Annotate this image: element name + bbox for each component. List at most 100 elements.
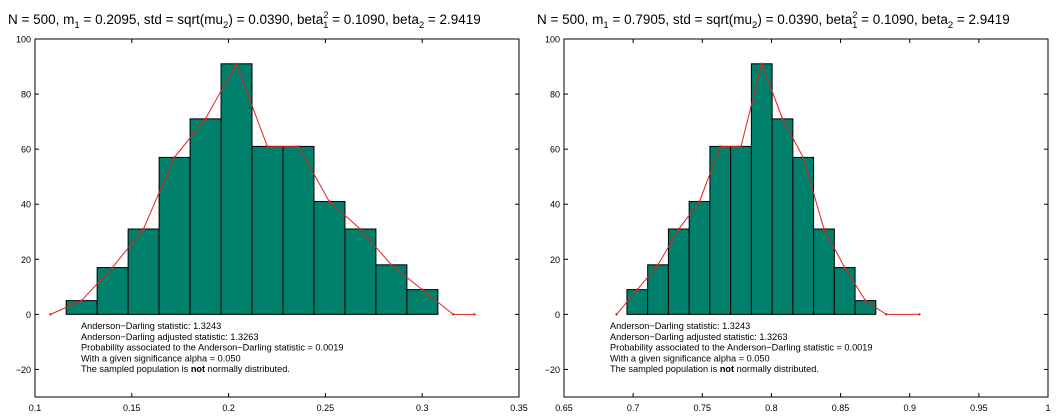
frequency-polygon-point: [885, 313, 888, 316]
histogram-bar: [65, 300, 98, 315]
title-text: N = 500, m: [537, 12, 603, 27]
conclusion-text: normally distributed.: [205, 364, 290, 374]
x-tick-label: 0.75: [694, 403, 712, 413]
histogram-bar: [771, 118, 794, 315]
y-tick-label: 20: [21, 255, 31, 265]
x-tick-label: 0.1: [29, 403, 42, 413]
title-text: N = 500, m: [8, 12, 74, 27]
histogram-bar: [375, 264, 408, 315]
y-tick-label: 60: [550, 145, 560, 155]
title-text: = 2.9419: [953, 12, 1010, 27]
histogram-bar: [313, 200, 346, 315]
histogram-bar: [251, 145, 284, 315]
chart-title: N = 500, m1 = 0.2095, std = sqrt(mu2) = …: [8, 10, 481, 31]
y-tick-label: −20: [545, 365, 560, 375]
annotation-conclusion: The sampled population is not normally d…: [81, 364, 290, 374]
chart-title: N = 500, m1 = 0.7905, std = sqrt(mu2) = …: [537, 10, 1010, 31]
frequency-polygon-point: [918, 313, 921, 316]
title-subscript: 1: [603, 20, 608, 31]
histogram-bar: [220, 63, 253, 315]
title-text: = 0.7905, std = sqrt(mu: [609, 12, 752, 27]
histogram-chart-left: N = 500, m1 = 0.2095, std = sqrt(mu2) = …: [8, 10, 528, 413]
histogram-bar: [730, 145, 752, 315]
y-tick-label: 100: [545, 35, 560, 45]
y-tick-label: 20: [550, 255, 560, 265]
frequency-polygon-point: [235, 62, 238, 65]
x-tick-label: 1: [1045, 403, 1050, 413]
conclusion-text: The sampled population is: [81, 364, 191, 374]
frequency-polygon-point: [677, 227, 680, 231]
histogram-bar: [158, 156, 191, 315]
frequency-polygon-point: [111, 266, 114, 269]
x-tick-label: 0.15: [123, 403, 141, 413]
frequency-polygon-point: [656, 263, 660, 267]
frequency-polygon-point: [80, 299, 83, 302]
frequency-polygon-point: [636, 288, 639, 291]
frequency-polygon-point: [390, 263, 393, 267]
histogram-bar: [688, 200, 711, 315]
title-text: = 0.2095, std = sqrt(mu: [80, 12, 223, 27]
frequency-polygon-point: [421, 288, 424, 291]
histogram-panel-right: N = 500, m1 = 0.7905, std = sqrt(mu2) = …: [529, 0, 1058, 415]
title-text: = 2.9419: [424, 12, 481, 27]
title-subscript: 2: [419, 20, 424, 31]
frequency-polygon-point: [359, 227, 362, 231]
annotation-line: Anderson−Darling adjusted statistic: 1.3…: [610, 332, 787, 342]
x-tick-label: 0.25: [317, 403, 335, 413]
annotation-line: Probability associated to the Anderson−D…: [81, 343, 344, 353]
x-tick-label: 0.7: [627, 403, 640, 413]
y-tick-label: 80: [21, 90, 31, 100]
title-superscript: 2: [323, 10, 328, 21]
frequency-polygon-point: [204, 117, 207, 121]
frequency-polygon-point: [719, 145, 722, 148]
title-subscript: 2: [752, 20, 757, 31]
y-tick-label: 100: [16, 35, 31, 45]
plot-frame: [34, 38, 520, 398]
title-text: = 0.1090, beta: [857, 12, 948, 27]
frequency-polygon-point: [615, 313, 618, 316]
title-text: ) = 0.0390, beta: [757, 12, 852, 27]
histogram-bar: [833, 267, 856, 315]
frequency-polygon-point: [173, 156, 176, 159]
x-tick-label: 0.9: [903, 403, 916, 413]
histogram-chart-right: N = 500, m1 = 0.7905, std = sqrt(mu2) = …: [537, 10, 1051, 413]
annotation-line: Anderson−Darling statistic: 1.3243: [610, 321, 750, 331]
x-tick-label: 0.2: [222, 403, 235, 413]
histogram-bar: [854, 300, 877, 315]
histogram-bar: [189, 118, 222, 315]
x-tick-label: 0.35: [510, 403, 528, 413]
histogram-bar: [626, 289, 649, 315]
title-subscript: 1: [323, 20, 328, 31]
y-tick-label: −20: [16, 365, 31, 375]
conclusion-text: normally distributed.: [734, 364, 819, 374]
title-subscript: 1: [74, 20, 79, 31]
conclusion-bold-word: not: [191, 364, 205, 374]
x-tick-label: 0.65: [555, 403, 573, 413]
annotation-line: Anderson−Darling adjusted statistic: 1.3…: [81, 332, 258, 342]
plot-frame: [563, 38, 1049, 398]
frequency-polygon-point: [802, 156, 805, 159]
frequency-polygon-point: [473, 313, 476, 316]
title-text: = 0.1090, beta: [328, 12, 419, 27]
annotation-line: With a given significance alpha = 0.050: [610, 353, 770, 363]
frequency-polygon-point: [451, 313, 455, 316]
frequency-polygon-point: [142, 227, 145, 231]
y-tick-label: 40: [21, 200, 31, 210]
frequency-polygon-point: [739, 145, 743, 148]
x-tick-label: 0.3: [416, 403, 429, 413]
frequency-polygon-point: [297, 145, 300, 148]
histogram-bar: [647, 264, 669, 315]
frequency-polygon-point: [864, 299, 867, 302]
title-superscript: 2: [852, 10, 857, 21]
y-tick-label: 0: [555, 310, 560, 320]
y-tick-label: 80: [550, 90, 560, 100]
frequency-polygon-point: [843, 266, 846, 269]
frequency-polygon-point: [698, 200, 701, 203]
frequency-polygon-point: [266, 145, 269, 148]
conclusion-text: The sampled population is: [610, 364, 720, 374]
annotation-line: Anderson−Darling statistic: 1.3243: [81, 321, 221, 331]
histogram-bar: [282, 145, 315, 315]
histogram-bar: [709, 145, 732, 315]
x-tick-label: 0.95: [970, 403, 988, 413]
title-subscript: 1: [852, 20, 857, 31]
